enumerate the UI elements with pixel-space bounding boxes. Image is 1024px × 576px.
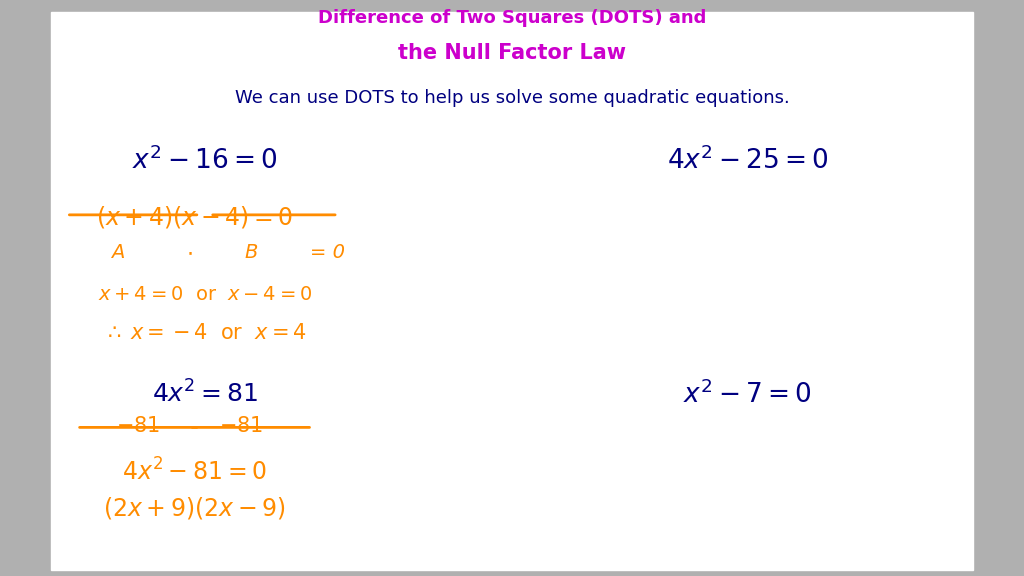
Text: = 0: = 0: [310, 243, 345, 262]
Text: $4x^2 - 25 = 0$: $4x^2 - 25 = 0$: [667, 147, 828, 175]
Text: $(x+4)(x-4) = 0$: $(x+4)(x-4) = 0$: [96, 204, 293, 230]
Text: $(2x+9)(2x-9)$: $(2x+9)(2x-9)$: [103, 495, 286, 521]
Text: $-81$: $-81$: [218, 416, 263, 436]
Text: $4x^2 - 81 = 0$: $4x^2 - 81 = 0$: [122, 458, 267, 485]
Text: $-81$: $-81$: [116, 416, 161, 436]
Text: $4x^2 = 81$: $4x^2 = 81$: [152, 380, 258, 407]
Text: B: B: [244, 243, 258, 262]
Text: $x + 4 = 0$  or  $x - 4 = 0$: $x + 4 = 0$ or $x - 4 = 0$: [97, 285, 312, 304]
Text: $\cdot$: $\cdot$: [186, 243, 193, 263]
Text: Difference of Two Squares (DOTS) and: Difference of Two Squares (DOTS) and: [317, 9, 707, 26]
Text: A: A: [111, 243, 125, 262]
Text: the Null Factor Law: the Null Factor Law: [398, 43, 626, 63]
Text: $\therefore \; x = -4$  or  $x = 4$: $\therefore \; x = -4$ or $x = 4$: [102, 323, 307, 343]
Text: We can use DOTS to help us solve some quadratic equations.: We can use DOTS to help us solve some qu…: [234, 89, 790, 107]
Text: $x^2 - 7 = 0$: $x^2 - 7 = 0$: [683, 380, 812, 408]
Text: $x^2 - 16 = 0$: $x^2 - 16 = 0$: [132, 147, 278, 175]
